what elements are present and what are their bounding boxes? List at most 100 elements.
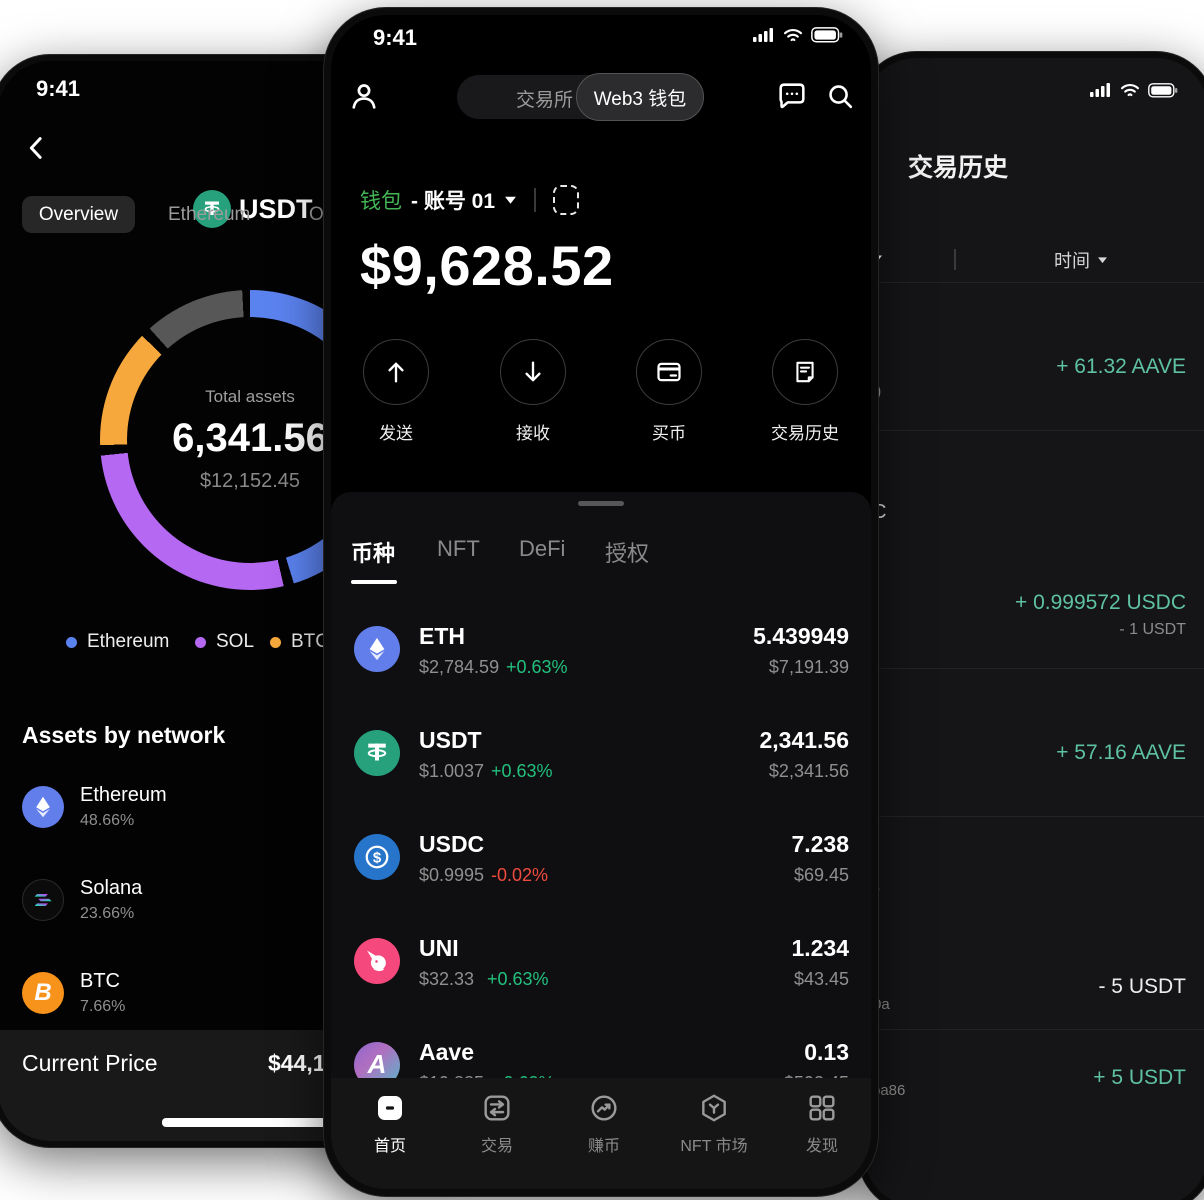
tab-nft-market[interactable]: NFT 市场: [659, 1092, 769, 1156]
uni-icon: [354, 938, 400, 984]
action-send[interactable]: 发送: [363, 339, 429, 444]
tab-trade[interactable]: 交易: [452, 1092, 542, 1156]
legend-ethereum: Ethereum: [66, 631, 169, 653]
network-row-btc[interactable]: B BTC 7.66%: [0, 970, 484, 1030]
tab-overview[interactable]: Overview: [22, 196, 135, 233]
earn-icon: [591, 1095, 617, 1121]
total-assets-label: Total assets: [205, 387, 295, 406]
nft-market-icon: [702, 1094, 726, 1122]
coin-value: $69.45: [793, 865, 849, 885]
coin-row-eth[interactable]: ETH $2,784.59 +0.63% 5.439949 $7,191.39: [331, 611, 871, 715]
coin-quantity: 2,341.56: [759, 727, 849, 753]
active-tab-underline: [351, 580, 397, 584]
tab-ethereum[interactable]: Ethereum: [168, 204, 251, 225]
coin-symbol: USDT: [419, 727, 482, 753]
network-pct: 7.66%: [80, 998, 126, 1015]
wallet-selector[interactable]: 钱包 - 账号 01: [360, 185, 579, 215]
status-time: 9:41: [373, 25, 418, 50]
coin-quantity: 1.234: [791, 935, 849, 961]
phone-center-screen: 9:41 交易所 Web3 钱包 钱包 - 账号 01: [331, 15, 871, 1189]
svg-text:$: $: [373, 849, 382, 866]
tx-amount: + 61.32 AAVE: [1056, 355, 1186, 378]
signal-icon: [753, 27, 775, 43]
tx-row[interactable]: - 5 USDT: [864, 817, 1204, 1030]
coin-change: -0.02%: [491, 865, 549, 885]
search-icon[interactable]: [825, 81, 856, 112]
usdt-icon: [193, 190, 231, 228]
wifi-icon: [783, 28, 803, 43]
bottom-tab-bar: 首页 交易 赚币 NFT 市场 发现: [331, 1078, 871, 1189]
filter-row: 时间: [864, 237, 1204, 283]
phone-right-screen: 交易历史 时间 + 61.32 AAVE + 0.999572 USDC - 1…: [864, 58, 1204, 1200]
coin-price: $0.9995: [419, 865, 485, 885]
coin-price: $1.0037: [419, 761, 485, 781]
network-pct: 23.66%: [80, 905, 135, 922]
status-icons: [753, 27, 843, 43]
coin-change: +0.63%: [487, 969, 549, 989]
sheet-handle[interactable]: [578, 501, 624, 506]
battery-icon: [811, 27, 843, 43]
coin-price: $32.33: [419, 969, 475, 989]
total-balance: $9,628.52: [360, 234, 614, 297]
occluded-address-fragment: ba86: [872, 1082, 906, 1099]
divider: [534, 188, 536, 212]
legend-sol: SOL: [195, 631, 254, 653]
coin-change: +0.63%: [491, 761, 553, 781]
profile-icon[interactable]: [347, 79, 381, 113]
network-name: Ethereum: [80, 784, 167, 806]
usdc-icon: $: [354, 834, 400, 880]
legend-dot-sol: [195, 636, 206, 648]
status-icons: [1090, 82, 1178, 98]
tx-row[interactable]: + 0.999572 USDC - 1 USDT: [864, 431, 1204, 669]
coin-value: $2,341.56: [768, 761, 849, 781]
coin-quantity: 7.238: [791, 831, 849, 857]
coin-row-usdc[interactable]: $ USDC $0.9995 -0.02% 7.238 $69.45: [331, 819, 871, 923]
current-price-label: Current Price: [22, 1050, 158, 1076]
action-receive[interactable]: 接收: [500, 339, 566, 444]
chat-icon[interactable]: [775, 79, 809, 113]
tab-approvals[interactable]: 授权: [605, 541, 650, 566]
time-filter[interactable]: 时间: [1054, 247, 1108, 273]
account-label: - 账号 01: [411, 190, 496, 213]
action-history[interactable]: 交易历史: [750, 339, 860, 444]
network-row-ethereum[interactable]: Ethereum 48.66%: [0, 784, 484, 844]
coin-symbol: UNI: [419, 935, 459, 961]
tx-amount: + 5 USDT: [1093, 1066, 1186, 1089]
tab-earn[interactable]: 赚币: [559, 1092, 649, 1156]
tab-coins[interactable]: 币种: [351, 541, 396, 566]
tab-web3-wallet[interactable]: Web3 钱包: [576, 73, 704, 121]
action-buy[interactable]: 买币: [636, 339, 702, 444]
back-icon[interactable]: [22, 133, 52, 163]
card-icon: [657, 362, 681, 382]
tab-discover[interactable]: 发现: [777, 1092, 867, 1156]
page-title: 交易历史: [908, 154, 1009, 182]
network-name: Solana: [80, 877, 143, 899]
wallet-label: 钱包: [360, 190, 402, 213]
trade-icon: [484, 1095, 510, 1121]
tab-nft[interactable]: NFT: [437, 536, 480, 561]
action-label: 接收: [516, 424, 550, 443]
chevron-down-icon: [1098, 257, 1107, 264]
tx-row[interactable]: + 57.16 AAVE: [864, 669, 1204, 817]
tab-home[interactable]: 首页: [345, 1092, 435, 1156]
coin-row-usdt[interactable]: USDT $1.0037 +0.63% 2,341.56 $2,341.56: [331, 715, 871, 819]
page-title: USDT: [239, 194, 313, 224]
eth-icon: [354, 626, 400, 672]
tab-exchange[interactable]: 交易所: [516, 90, 574, 111]
discover-icon: [809, 1095, 835, 1121]
chevron-down-icon: [505, 196, 516, 204]
switch-account-icon[interactable]: [552, 185, 579, 215]
legend-dot-btc: [270, 636, 281, 648]
tx-row[interactable]: + 5 USDT: [864, 1030, 1204, 1200]
phone-center: 9:41 交易所 Web3 钱包 钱包 - 账号 01: [324, 8, 878, 1196]
tab-partial[interactable]: O: [309, 204, 324, 225]
action-label: 买币: [652, 424, 686, 443]
legend-dot-ethereum: [66, 636, 77, 648]
coin-symbol: ETH: [419, 623, 465, 649]
coin-row-uni[interactable]: UNI $32.33 +0.63% 1.234 $43.45: [331, 923, 871, 1027]
tab-defi[interactable]: DeFi: [519, 536, 566, 561]
phone-right: 交易历史 时间 + 61.32 AAVE + 0.999572 USDC - 1…: [858, 52, 1204, 1200]
tx-row[interactable]: + 61.32 AAVE: [864, 283, 1204, 431]
network-row-solana[interactable]: Solana 23.66%: [0, 877, 484, 937]
occluded-text-fragment: ): [876, 383, 882, 400]
